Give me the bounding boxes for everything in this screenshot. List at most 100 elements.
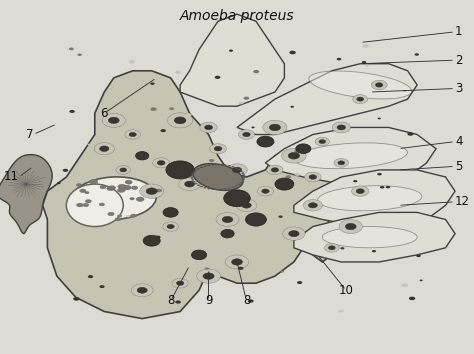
Ellipse shape — [271, 168, 279, 172]
Ellipse shape — [200, 167, 203, 168]
Ellipse shape — [163, 207, 178, 217]
Ellipse shape — [85, 192, 89, 194]
Ellipse shape — [372, 250, 376, 252]
Ellipse shape — [280, 270, 284, 273]
Ellipse shape — [200, 186, 203, 187]
Ellipse shape — [83, 203, 89, 207]
Ellipse shape — [118, 188, 125, 192]
Ellipse shape — [131, 186, 138, 189]
Ellipse shape — [100, 146, 109, 152]
Ellipse shape — [241, 180, 244, 182]
Ellipse shape — [216, 189, 219, 190]
Ellipse shape — [278, 216, 283, 218]
Ellipse shape — [228, 165, 231, 167]
Ellipse shape — [240, 170, 243, 172]
Ellipse shape — [210, 144, 227, 154]
Ellipse shape — [150, 107, 157, 111]
Ellipse shape — [85, 200, 91, 203]
Ellipse shape — [288, 152, 300, 159]
Polygon shape — [0, 155, 52, 234]
Ellipse shape — [237, 169, 240, 170]
Ellipse shape — [221, 229, 234, 238]
Ellipse shape — [244, 97, 249, 100]
Ellipse shape — [69, 110, 75, 113]
Ellipse shape — [136, 152, 149, 160]
Ellipse shape — [160, 129, 166, 132]
Ellipse shape — [294, 143, 408, 169]
Ellipse shape — [195, 183, 198, 184]
Ellipse shape — [66, 184, 123, 227]
Ellipse shape — [99, 203, 104, 206]
Ellipse shape — [339, 219, 363, 234]
Polygon shape — [265, 127, 436, 184]
Ellipse shape — [133, 223, 139, 226]
Ellipse shape — [305, 172, 321, 182]
Ellipse shape — [140, 184, 164, 198]
Ellipse shape — [191, 179, 194, 181]
Ellipse shape — [345, 223, 356, 230]
Ellipse shape — [363, 44, 369, 48]
Ellipse shape — [231, 166, 234, 167]
Ellipse shape — [309, 203, 317, 208]
Ellipse shape — [174, 117, 186, 124]
Ellipse shape — [318, 186, 422, 211]
Ellipse shape — [295, 173, 300, 176]
Ellipse shape — [155, 235, 161, 239]
Ellipse shape — [118, 184, 126, 189]
Ellipse shape — [157, 160, 165, 165]
Ellipse shape — [357, 97, 364, 101]
Ellipse shape — [243, 176, 246, 178]
Ellipse shape — [238, 267, 244, 270]
Ellipse shape — [71, 177, 156, 219]
Ellipse shape — [90, 179, 98, 184]
Ellipse shape — [73, 297, 80, 301]
Ellipse shape — [227, 164, 247, 176]
Ellipse shape — [235, 167, 237, 169]
Ellipse shape — [197, 184, 200, 186]
Ellipse shape — [116, 166, 130, 174]
Text: 10: 10 — [338, 284, 354, 297]
Ellipse shape — [216, 212, 239, 227]
Ellipse shape — [115, 217, 121, 221]
Ellipse shape — [192, 171, 195, 173]
Ellipse shape — [236, 199, 257, 212]
Ellipse shape — [107, 186, 115, 191]
Text: 7: 7 — [26, 128, 33, 141]
Text: 6: 6 — [100, 107, 108, 120]
Text: 8: 8 — [167, 295, 174, 307]
Ellipse shape — [237, 184, 240, 185]
Ellipse shape — [94, 143, 114, 155]
Ellipse shape — [338, 161, 345, 165]
Ellipse shape — [353, 95, 368, 104]
Ellipse shape — [87, 144, 91, 145]
Polygon shape — [294, 170, 455, 227]
Ellipse shape — [100, 285, 105, 288]
Ellipse shape — [289, 51, 296, 54]
Polygon shape — [43, 71, 341, 319]
Text: 5: 5 — [455, 160, 463, 173]
Ellipse shape — [63, 169, 68, 172]
Ellipse shape — [285, 175, 291, 178]
Ellipse shape — [262, 189, 269, 193]
Ellipse shape — [253, 70, 259, 73]
Ellipse shape — [158, 258, 163, 261]
Ellipse shape — [192, 181, 195, 183]
Ellipse shape — [265, 253, 268, 255]
Ellipse shape — [245, 246, 247, 247]
Ellipse shape — [129, 132, 137, 137]
Ellipse shape — [229, 50, 233, 52]
Ellipse shape — [289, 230, 299, 237]
Ellipse shape — [211, 188, 214, 190]
Ellipse shape — [211, 164, 214, 166]
Ellipse shape — [419, 280, 423, 281]
Ellipse shape — [242, 178, 245, 180]
Ellipse shape — [125, 180, 132, 184]
Ellipse shape — [257, 136, 274, 147]
Ellipse shape — [231, 187, 234, 188]
Ellipse shape — [176, 281, 184, 285]
Ellipse shape — [109, 117, 119, 124]
Ellipse shape — [150, 82, 155, 85]
Ellipse shape — [338, 310, 343, 313]
Ellipse shape — [403, 90, 406, 92]
Text: 12: 12 — [455, 195, 470, 208]
